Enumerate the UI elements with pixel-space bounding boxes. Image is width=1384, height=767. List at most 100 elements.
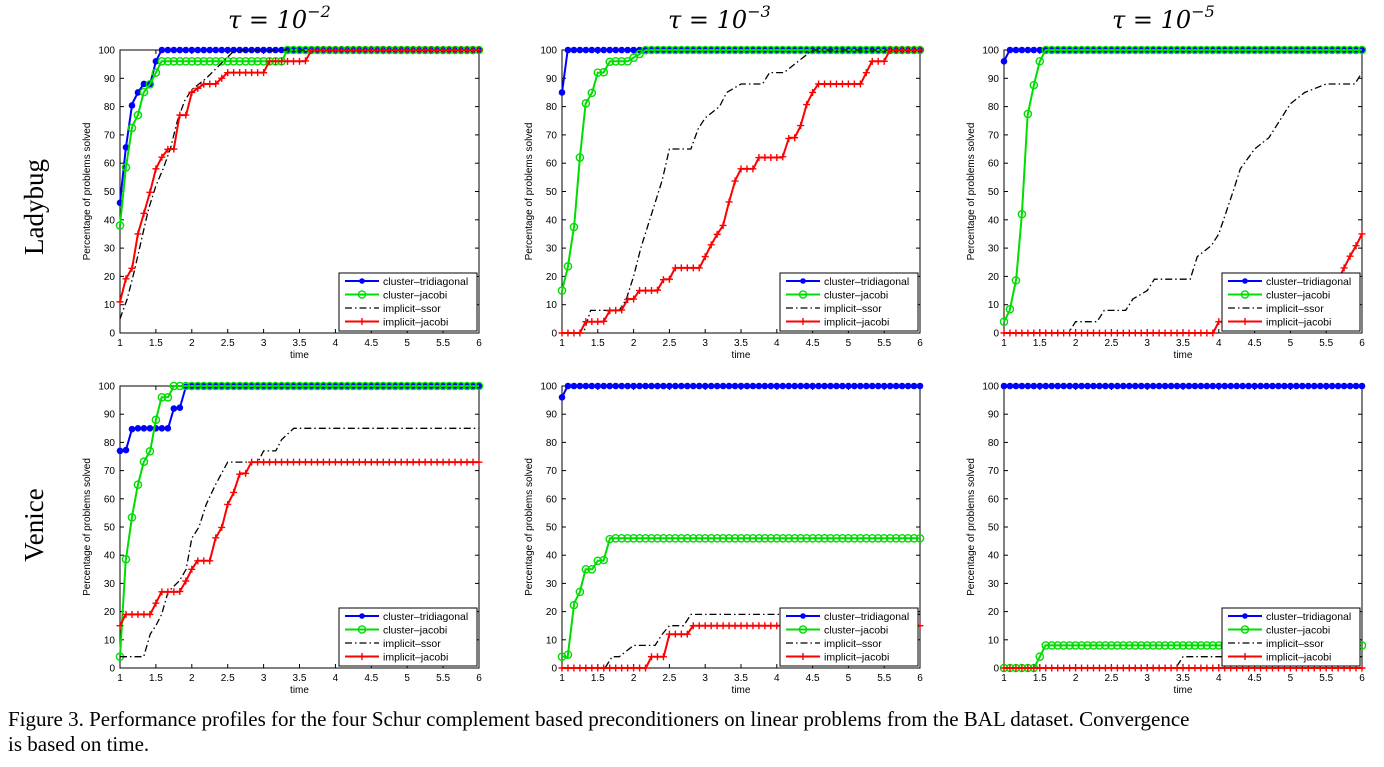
data-point-implicit-jacobi	[838, 80, 846, 88]
data-point-cluster-jacobi	[563, 650, 573, 660]
legend-label: cluster–jacobi	[383, 624, 447, 636]
data-point-cluster-jacobi	[139, 87, 149, 97]
data-point-implicit-jacobi	[570, 329, 578, 337]
data-point-cluster-tridiagonal	[1131, 382, 1139, 390]
legend-marker	[358, 318, 366, 325]
data-point-cluster-tridiagonal	[648, 382, 655, 390]
data-point-implicit-jacobi	[743, 165, 751, 173]
data-point-cluster-tridiagonal	[1108, 382, 1115, 390]
x-tick-label: 5.5	[877, 673, 891, 684]
data-point-implicit-jacobi	[463, 458, 471, 466]
data-point-cluster-jacobi	[205, 381, 215, 391]
data-point-implicit-jacobi	[236, 69, 244, 77]
data-point-cluster-jacobi	[1035, 57, 1045, 66]
data-point-implicit-jacobi	[415, 458, 423, 466]
data-point-cluster-jacobi	[145, 79, 155, 89]
y-tick-label: 20	[104, 607, 116, 618]
data-point-cluster-tridiagonal	[1251, 382, 1258, 390]
legend-marker	[359, 613, 365, 619]
x-tick-label: 1	[117, 673, 123, 684]
data-point-cluster-jacobi	[1125, 641, 1134, 650]
data-point-cluster-tridiagonal	[916, 382, 924, 390]
data-point-cluster-jacobi	[121, 162, 131, 172]
data-point-implicit-jacobi	[725, 198, 733, 206]
data-point-implicit-jacobi	[313, 46, 321, 54]
data-point-cluster-jacobi	[361, 381, 370, 391]
data-point-implicit-jacobi	[421, 458, 429, 466]
data-point-cluster-tridiagonal	[588, 46, 596, 54]
data-point-cluster-tridiagonal	[1227, 382, 1235, 390]
x-tick-label: 4	[774, 673, 780, 684]
data-point-cluster-jacobi	[718, 45, 728, 55]
x-tick-label: 5	[404, 673, 410, 684]
data-point-implicit-jacobi	[1018, 329, 1026, 337]
y-tick-label: 100	[98, 382, 115, 393]
y-tick-label: 20	[988, 607, 1000, 618]
data-point-implicit-jacobi	[677, 630, 685, 638]
data-point-cluster-jacobi	[659, 533, 668, 543]
data-point-implicit-jacobi	[242, 69, 250, 77]
data-point-cluster-jacobi	[265, 381, 274, 391]
data-point-implicit-jacobi	[594, 318, 602, 326]
data-point-cluster-tridiagonal	[1126, 382, 1133, 390]
legend-marker	[800, 613, 806, 619]
data-point-cluster-jacobi	[867, 533, 877, 543]
y-tick-label: 50	[988, 523, 1000, 534]
data-point-implicit-jacobi	[1149, 329, 1157, 337]
data-point-cluster-tridiagonal	[666, 382, 673, 390]
data-point-cluster-jacobi	[1262, 45, 1271, 55]
series-group	[557, 45, 925, 337]
data-point-cluster-tridiagonal	[1191, 382, 1199, 390]
data-point-implicit-jacobi	[701, 622, 709, 630]
x-tick-label: 6	[1359, 338, 1365, 349]
data-point-cluster-tridiagonal	[1030, 46, 1038, 54]
data-point-cluster-jacobi	[659, 45, 668, 55]
data-point-cluster-jacobi	[1136, 45, 1146, 55]
data-point-implicit-jacobi	[260, 458, 268, 466]
data-point-cluster-jacobi	[331, 381, 340, 391]
data-point-implicit-jacobi	[475, 458, 483, 466]
data-point-implicit-jacobi	[194, 557, 202, 565]
data-point-implicit-jacobi	[296, 458, 303, 466]
x-tick-label: 2	[1073, 338, 1079, 349]
y-tick-label: 50	[546, 187, 558, 198]
y-tick-label: 90	[988, 74, 1000, 85]
data-point-cluster-tridiagonal	[582, 382, 590, 390]
data-point-cluster-tridiagonal	[164, 46, 172, 54]
data-point-cluster-tridiagonal	[1352, 382, 1360, 390]
data-point-cluster-jacobi	[366, 381, 376, 391]
data-point-cluster-jacobi	[653, 533, 662, 543]
data-point-implicit-jacobi	[260, 69, 268, 77]
data-point-implicit-jacobi	[379, 46, 387, 54]
data-point-cluster-tridiagonal	[1042, 382, 1050, 390]
data-point-implicit-jacobi	[349, 458, 357, 466]
data-point-implicit-jacobi	[612, 306, 620, 314]
data-point-cluster-tridiagonal	[1305, 382, 1312, 390]
data-point-implicit-jacobi	[683, 630, 691, 638]
y-tick-label: 40	[546, 551, 558, 562]
legend-label: implicit–ssor	[383, 303, 441, 315]
y-tick-label: 10	[546, 635, 558, 646]
data-point-cluster-jacobi	[712, 45, 722, 55]
data-point-cluster-tridiagonal	[731, 382, 739, 390]
data-point-implicit-jacobi	[254, 458, 262, 466]
data-point-implicit-jacobi	[307, 458, 315, 466]
data-point-cluster-jacobi	[1148, 45, 1158, 55]
data-point-cluster-tridiagonal	[1245, 382, 1252, 390]
data-point-cluster-tridiagonal	[558, 393, 566, 401]
data-point-cluster-jacobi	[885, 533, 895, 543]
data-point-cluster-jacobi	[355, 381, 364, 391]
data-point-cluster-jacobi	[163, 57, 173, 66]
data-point-implicit-jacobi	[1125, 664, 1133, 672]
data-point-implicit-jacobi	[355, 46, 363, 54]
data-point-implicit-jacobi	[1036, 329, 1044, 337]
data-point-implicit-jacobi	[1197, 664, 1205, 672]
legend-label: cluster–tridiagonal	[1266, 276, 1351, 288]
y-tick-label: 10	[546, 300, 558, 311]
data-point-implicit-jacobi	[409, 458, 417, 466]
data-point-implicit-jacobi	[1119, 329, 1127, 337]
data-point-implicit-jacobi	[749, 622, 757, 630]
data-point-cluster-jacobi	[641, 45, 650, 55]
data-point-implicit-jacobi	[272, 458, 280, 466]
data-point-cluster-tridiagonal	[176, 46, 184, 54]
